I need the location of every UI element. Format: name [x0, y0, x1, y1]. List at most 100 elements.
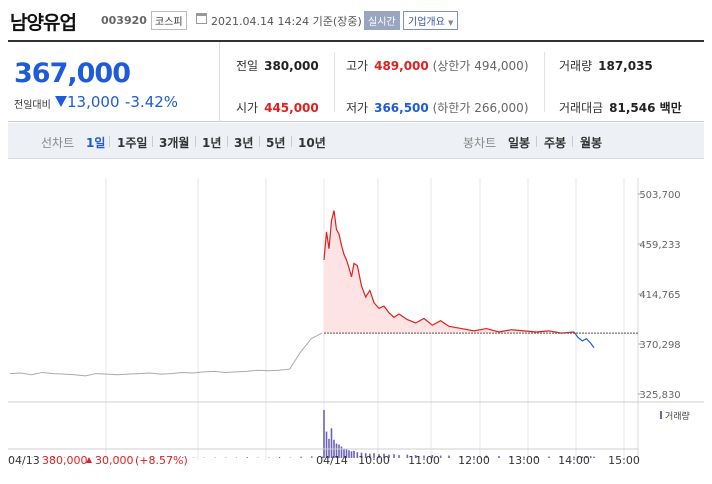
divider	[334, 52, 335, 112]
volume-bar	[311, 456, 312, 458]
prev-close-cell: 전일 380,000	[236, 57, 319, 74]
volume-bar	[348, 450, 350, 458]
prev-day-series	[10, 333, 322, 376]
prev-close-value: 380,000	[264, 59, 319, 73]
volume-bar	[448, 456, 450, 458]
x-tick-label: 10:00	[358, 454, 390, 467]
x-tick-label: 12:00	[458, 454, 490, 467]
down-series	[574, 332, 594, 348]
realtime-button[interactable]: 실시간	[364, 11, 400, 30]
company-overview-label: 기업개요	[408, 17, 445, 28]
tab-10y[interactable]: 10년	[298, 134, 326, 151]
volume-bar	[247, 457, 248, 458]
y-tick-label: 414,765	[639, 290, 680, 301]
chart-canvas: 503,700 459,233 414,765 370,298 325,830 04/1…	[8, 160, 704, 480]
low-value: 366,500	[374, 101, 429, 115]
volume-bar	[593, 457, 595, 458]
tab-divider	[109, 136, 110, 147]
chart-areas	[324, 211, 574, 334]
volume-cell: 거래량 187,035	[559, 57, 653, 74]
tab-divider	[152, 136, 153, 147]
tab-divider	[195, 136, 196, 147]
lower-limit: (하한가 266,000)	[433, 101, 529, 115]
low-label: 저가	[346, 101, 368, 115]
tab-daily[interactable]: 일봉	[508, 134, 530, 151]
volume-bar	[590, 456, 592, 458]
volume-value: 187,035	[598, 59, 653, 73]
volume-bar	[300, 457, 301, 458]
price-box: 367,000 전일대비 13,000 -3.42%	[8, 42, 220, 122]
amount-label: 거래대금	[559, 101, 603, 115]
stock-code: 003920	[101, 14, 147, 27]
volume-bar	[393, 454, 395, 458]
tab-3m[interactable]: 3개월	[159, 134, 189, 151]
tab-monthly[interactable]: 월봉	[580, 134, 602, 151]
volume-bars	[10, 410, 595, 458]
y-tick-label: 503,700	[639, 190, 680, 201]
volume-legend-label: 거래량	[665, 410, 690, 422]
tab-divider	[572, 136, 573, 147]
prev-close-label: 전일	[236, 59, 258, 73]
chevron-down-icon: ▼	[448, 19, 453, 27]
amount-value: 81,546 백만	[609, 101, 682, 115]
high-value: 489,000	[374, 59, 429, 73]
y-axis-labels: 503,700 459,233 414,765 370,298 325,830	[638, 190, 681, 401]
current-price: 367,000	[14, 58, 130, 89]
volume-bar	[353, 451, 355, 458]
amount-cell: 거래대금 81,546 백만	[559, 99, 682, 116]
stock-header: 남양유업 003920 코스피 2021.04.14 14:24 기준(장중) …	[0, 0, 712, 40]
volume-bar	[351, 451, 353, 458]
line-chart-label: 선차트	[41, 134, 74, 151]
volume-label: 거래량	[559, 59, 592, 73]
x-tick-label: 11:00	[408, 454, 440, 467]
tab-1w[interactable]: 1주일	[117, 134, 147, 151]
market-badge: 코스피	[151, 11, 187, 30]
open-cell: 시가 445,000	[236, 99, 319, 116]
tab-1y[interactable]: 1년	[202, 134, 221, 151]
volume-bar	[279, 457, 280, 458]
volume-bar	[440, 456, 442, 458]
tab-divider	[227, 136, 228, 147]
up-area	[324, 211, 574, 334]
prev-day-close: 380,000	[42, 454, 88, 467]
change-label: 전일대비	[14, 96, 51, 111]
y-tick-label: 370,298	[639, 340, 680, 351]
stock-name: 남양유업	[10, 8, 76, 35]
open-value: 445,000	[264, 101, 319, 115]
tab-5y[interactable]: 5년	[266, 134, 285, 151]
volume-legend: 거래량	[660, 410, 690, 422]
price-chart[interactable]: 503,700 459,233 414,765 370,298 325,830 04/1…	[8, 160, 704, 480]
chart-tabs: 선차트 1일 1주일 3개월 1년 3년 5년 10년 봉차트 일봉 주봉 월봉	[8, 123, 704, 159]
y-tick-label: 459,233	[639, 240, 680, 251]
tab-divider	[536, 136, 537, 147]
upper-limit: (상한가 494,000)	[433, 59, 529, 73]
company-overview-button[interactable]: 기업개요 ▼	[403, 11, 458, 30]
tab-1d[interactable]: 1일	[86, 134, 105, 151]
candle-chart-label: 봉차트	[463, 134, 496, 151]
tab-3y[interactable]: 3년	[234, 134, 253, 151]
volume-bar	[498, 456, 500, 458]
prev-day-rate: (+8.57%)	[135, 454, 188, 467]
prev-day-change: 30,000	[95, 454, 134, 467]
change-value: 13,000	[67, 93, 120, 111]
open-label: 시가	[236, 101, 258, 115]
down-arrow-icon	[55, 96, 67, 107]
tab-weekly[interactable]: 주봉	[544, 134, 566, 151]
x-tick-label: 14:00	[558, 454, 590, 467]
volume-bar	[323, 410, 325, 458]
tab-divider	[291, 136, 292, 147]
x-tick-label: 04/13	[8, 454, 40, 467]
y-tick-label: 325,830	[639, 390, 680, 401]
volume-legend-swatch	[660, 411, 662, 419]
volume-bar	[548, 457, 550, 458]
x-tick-label: 15:00	[608, 454, 640, 467]
volume-bar	[398, 455, 400, 458]
chart-lines	[10, 211, 594, 376]
divider	[544, 52, 545, 112]
quote-datetime: 2021.04.14 14:24 기준(장중)	[211, 13, 362, 29]
change-rate: -3.42%	[125, 93, 178, 111]
tab-divider	[259, 136, 260, 147]
x-tick-label: 04/14	[316, 454, 348, 467]
calendar-icon	[196, 13, 207, 24]
